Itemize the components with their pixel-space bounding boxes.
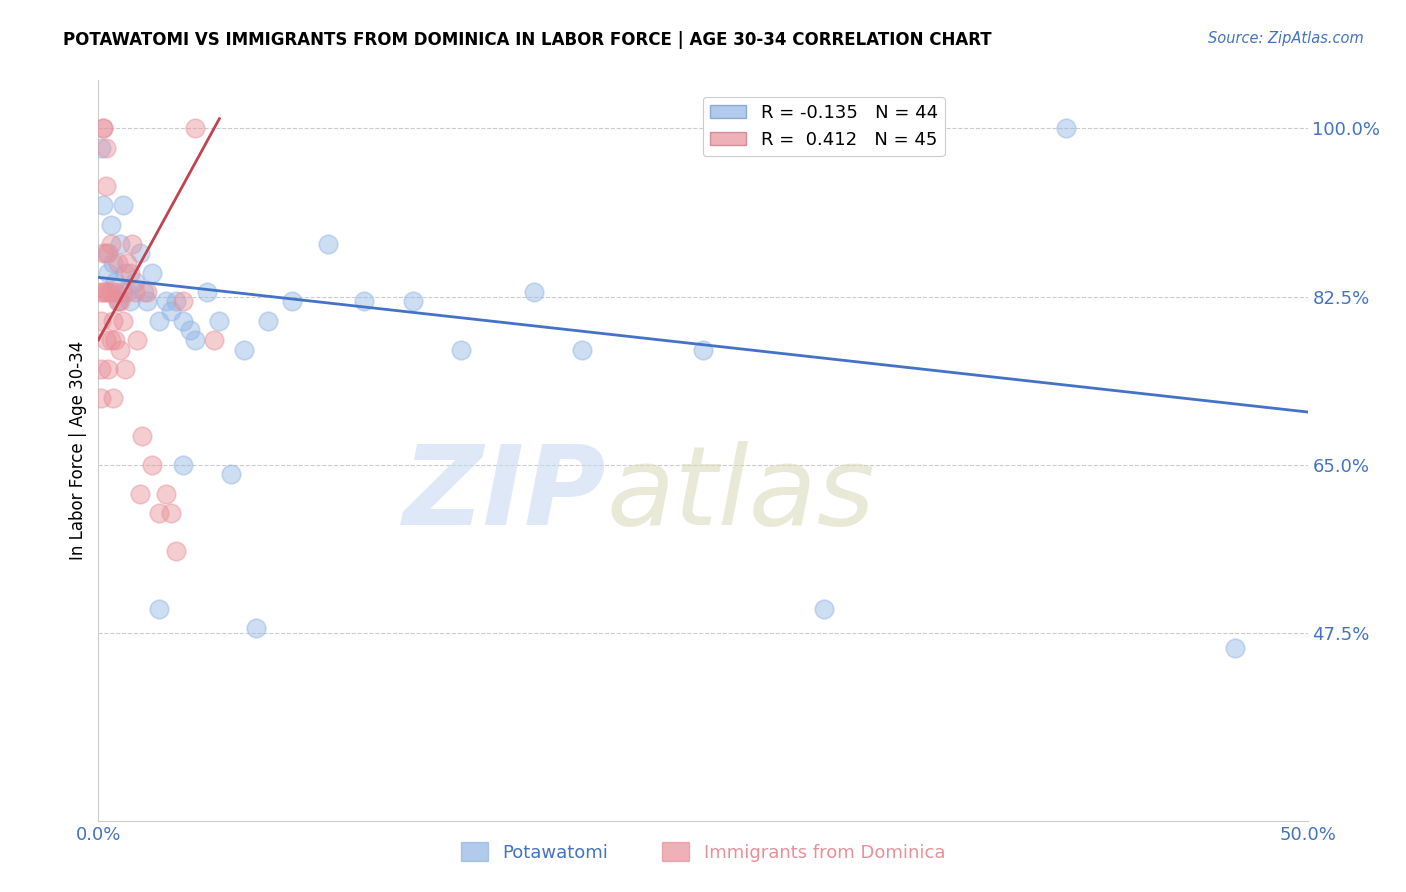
Point [165, 294, 187, 309]
Point [104, 285, 127, 299]
Point [97, 361, 120, 376]
Point [91, 121, 114, 136]
Point [179, 323, 201, 337]
Point [204, 333, 226, 347]
Point [94, 246, 117, 260]
Point [165, 544, 187, 558]
Point [111, 285, 134, 299]
Point [692, 343, 714, 357]
Point [281, 294, 304, 309]
Point [90, 140, 112, 154]
Point [90, 313, 112, 327]
Point [104, 333, 127, 347]
Point [160, 304, 183, 318]
Point [104, 275, 127, 289]
Point [402, 294, 425, 309]
Point [100, 218, 122, 232]
Point [121, 236, 143, 251]
Point [124, 275, 146, 289]
Point [141, 266, 163, 280]
Point [94, 140, 117, 154]
Point [184, 121, 207, 136]
Point [101, 313, 124, 327]
Point [91, 285, 114, 299]
Legend: Potawatomi, Immigrants from Dominica: Potawatomi, Immigrants from Dominica [451, 833, 955, 871]
Point [107, 294, 129, 309]
Point [108, 294, 131, 309]
Point [118, 266, 141, 280]
Point [90, 391, 112, 405]
Point [91, 246, 114, 260]
Text: Source: ZipAtlas.com: Source: ZipAtlas.com [1208, 31, 1364, 46]
Point [97, 266, 120, 280]
Point [90, 361, 112, 376]
Point [100, 333, 122, 347]
Point [128, 246, 150, 260]
Point [124, 285, 146, 299]
Point [135, 285, 157, 299]
Point [127, 333, 149, 347]
Point [148, 506, 170, 520]
Text: atlas: atlas [606, 442, 875, 549]
Point [90, 285, 112, 299]
Point [1054, 121, 1077, 136]
Point [108, 343, 131, 357]
Point [94, 179, 117, 194]
Point [172, 294, 194, 309]
Point [221, 467, 243, 482]
Point [108, 236, 131, 251]
Point [101, 256, 124, 270]
Point [114, 361, 136, 376]
Point [91, 121, 114, 136]
Point [1223, 640, 1246, 655]
Point [353, 294, 375, 309]
Point [101, 391, 124, 405]
Point [523, 285, 546, 299]
Point [100, 285, 122, 299]
Point [111, 198, 134, 212]
Text: POTAWATOMI VS IMMIGRANTS FROM DOMINICA IN LABOR FORCE | AGE 30-34 CORRELATION CH: POTAWATOMI VS IMMIGRANTS FROM DOMINICA I… [63, 31, 991, 49]
Point [148, 602, 170, 616]
Point [172, 313, 194, 327]
Point [114, 266, 136, 280]
Point [160, 506, 183, 520]
Point [172, 458, 194, 472]
Point [117, 256, 139, 270]
Point [208, 313, 231, 327]
Point [128, 487, 150, 501]
Point [91, 198, 114, 212]
Point [134, 285, 156, 299]
Point [155, 487, 177, 501]
Point [94, 333, 117, 347]
Point [813, 602, 835, 616]
Point [135, 294, 157, 309]
Point [316, 236, 339, 251]
Y-axis label: In Labor Force | Age 30-34: In Labor Force | Age 30-34 [69, 341, 87, 560]
Point [148, 313, 170, 327]
Point [118, 294, 141, 309]
Point [232, 343, 254, 357]
Point [94, 285, 117, 299]
Point [245, 621, 267, 635]
Point [195, 285, 218, 299]
Point [111, 313, 134, 327]
Text: ZIP: ZIP [402, 442, 606, 549]
Point [117, 285, 139, 299]
Point [107, 256, 129, 270]
Point [131, 429, 153, 443]
Point [100, 236, 122, 251]
Point [97, 246, 120, 260]
Point [141, 458, 163, 472]
Point [97, 285, 120, 299]
Point [450, 343, 472, 357]
Point [571, 343, 593, 357]
Point [184, 333, 207, 347]
Point [155, 294, 177, 309]
Point [256, 313, 278, 327]
Point [107, 294, 129, 309]
